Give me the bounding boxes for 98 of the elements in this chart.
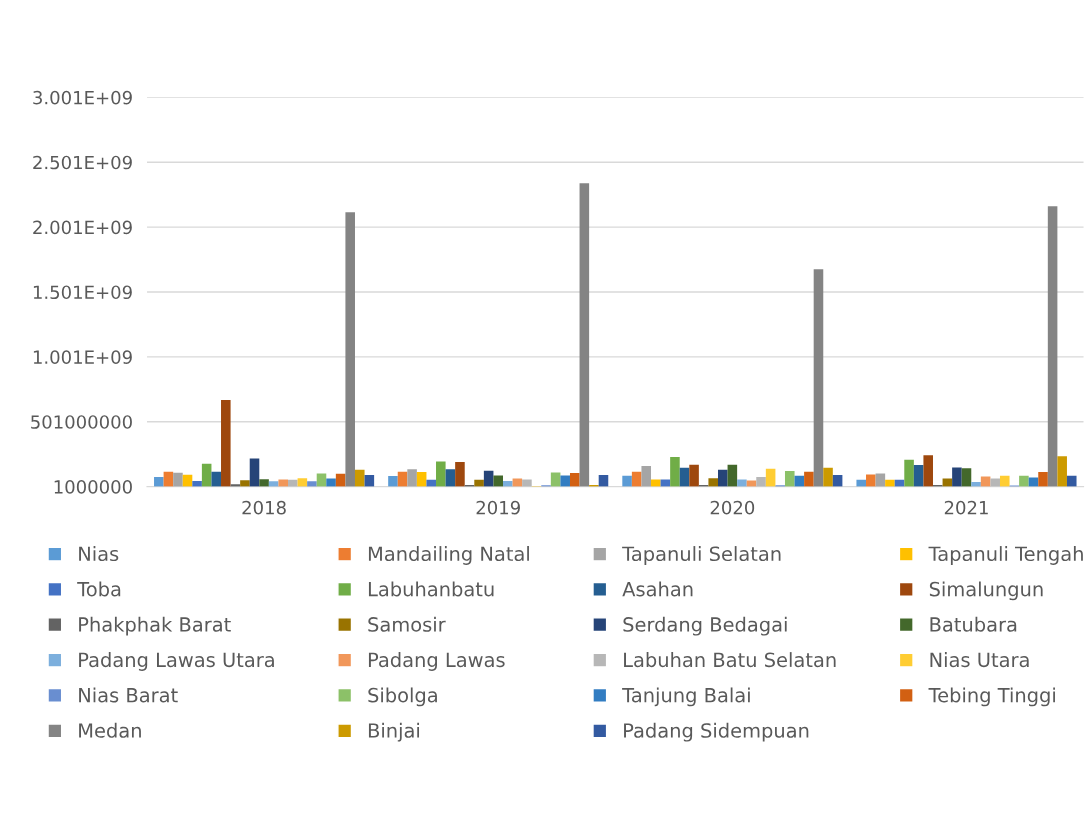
legend-label: Binjai <box>368 722 420 742</box>
legend-label: Asahan <box>622 581 693 597</box>
bar <box>154 476 164 487</box>
bar <box>407 469 417 487</box>
bar <box>651 479 661 487</box>
bar <box>416 472 427 487</box>
legend-label: Padang Lawas <box>368 652 505 671</box>
bar <box>980 476 991 487</box>
legend-label: Mandailing Natal <box>368 546 529 565</box>
bar <box>875 473 886 487</box>
bar <box>913 464 924 487</box>
legend-label: Phakphak Barat <box>79 616 231 636</box>
legend-label: Samosir <box>368 616 446 632</box>
bar <box>316 473 327 487</box>
y-tick-label: 1.501E+09 <box>33 285 132 300</box>
legend-label: Padang Lawas Utara <box>79 652 274 671</box>
bar <box>990 478 1000 487</box>
bar <box>1066 475 1077 487</box>
bar <box>388 476 398 487</box>
legend-label: Tebing Tinggi <box>928 687 1055 707</box>
bar <box>670 456 680 487</box>
bar <box>221 400 231 487</box>
bar <box>904 459 914 487</box>
bar <box>240 480 250 487</box>
bar <box>211 471 222 487</box>
bar <box>345 212 355 487</box>
bar <box>737 479 747 487</box>
y-tick-label: 2.501E+09 <box>33 155 132 170</box>
bar <box>1057 456 1067 487</box>
bar <box>823 467 833 487</box>
bar <box>718 469 728 487</box>
bar <box>885 479 895 487</box>
bar <box>622 475 632 487</box>
x-tick-label: 2019 <box>476 500 520 515</box>
legend-label: Medan <box>79 722 141 738</box>
legend-label: Nias Barat <box>79 687 178 703</box>
legend-label: Labuhanbatu <box>368 581 494 597</box>
bar <box>259 479 269 487</box>
bar <box>923 455 933 487</box>
legend-label: Nias Utara <box>930 652 1029 668</box>
bar <box>550 472 561 487</box>
bar <box>455 461 465 487</box>
bar <box>756 476 766 487</box>
bar <box>307 481 317 487</box>
bar <box>660 479 671 487</box>
bar <box>856 479 867 487</box>
bar <box>560 475 570 487</box>
bar <box>999 475 1010 487</box>
legend-label: Tapanuli Tengah <box>928 546 1083 565</box>
bar <box>249 458 260 487</box>
bar <box>474 479 484 487</box>
bar <box>569 473 580 487</box>
bar <box>708 478 718 487</box>
bar <box>288 479 298 487</box>
x-tick-label: 2020 <box>710 500 755 515</box>
y-tick-label: 3.001E+09 <box>33 90 132 105</box>
bar <box>579 183 590 487</box>
legend-label: Padang Sidempuan <box>624 722 809 742</box>
bar <box>173 472 183 487</box>
bar <box>727 464 738 487</box>
y-tick-label: 1000000 <box>54 480 132 494</box>
bar <box>354 469 365 487</box>
bar <box>641 465 652 487</box>
legend-label: Labuhan Batu Selatan <box>624 652 836 668</box>
bar <box>493 475 503 487</box>
legend-label: Tapanuli Selatan <box>622 546 781 565</box>
bar <box>445 469 456 487</box>
bar <box>522 479 532 487</box>
legend-label: Toba <box>77 581 121 597</box>
bar <box>503 480 513 487</box>
bar <box>1019 475 1029 487</box>
bar <box>866 474 876 487</box>
legend-label: Serdang Bedagai <box>623 616 787 636</box>
legend-label: Sibolga <box>368 687 437 707</box>
bar <box>813 269 824 487</box>
legend-label: Batubara <box>930 616 1017 632</box>
x-tick-label: 2018 <box>242 500 286 515</box>
y-tick-label: 2.001E+09 <box>33 220 132 235</box>
bar <box>326 478 336 487</box>
bar <box>1038 472 1048 487</box>
bar <box>426 479 437 487</box>
bar <box>784 471 795 487</box>
bar <box>804 471 814 487</box>
bar <box>679 467 690 487</box>
legend-label: Tanjung Balai <box>622 687 750 707</box>
y-tick-label: 501000000 <box>31 415 132 429</box>
legend-label: Nias <box>79 546 119 562</box>
legend-label: Simalungun <box>929 581 1043 601</box>
bar <box>278 479 288 487</box>
bar <box>201 463 212 487</box>
y-tick-label: 1.001E+09 <box>33 350 132 364</box>
bar <box>1047 206 1058 487</box>
bar <box>436 461 446 487</box>
bar <box>689 464 699 487</box>
bar <box>192 480 202 487</box>
bar <box>961 468 972 487</box>
bar <box>952 467 962 487</box>
x-tick-label: 2021 <box>944 500 988 515</box>
